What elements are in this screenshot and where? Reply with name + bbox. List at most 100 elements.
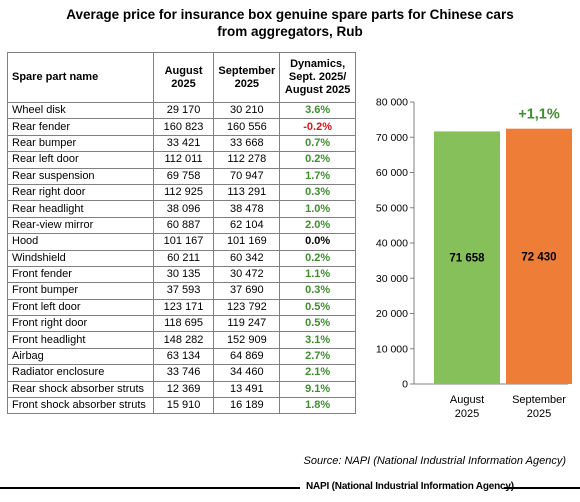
- row-part-name: Airbag: [7, 347, 154, 366]
- row-part-name: Rear left door: [7, 151, 154, 169]
- row-september-value: 33 668: [213, 134, 281, 153]
- row-dynamics-value: 1.8%: [279, 397, 356, 415]
- bar-august-2025: [434, 131, 500, 384]
- row-dynamics-value: 0.3%: [279, 183, 356, 202]
- row-part-name: Front headlight: [7, 331, 154, 349]
- row-part-name: Front shock absorber struts: [7, 397, 154, 415]
- table-row: Rear-view mirror 60 887 62 104 2.0%: [7, 216, 356, 235]
- header-dyn-line: Sept. 2025/: [288, 71, 347, 83]
- row-dynamics-value: 0.2%: [279, 151, 356, 169]
- row-part-name: Wheel disk: [7, 101, 154, 120]
- y-tick-label: 70 000: [376, 132, 408, 144]
- row-september-value: 70 947: [213, 167, 281, 185]
- header-dynamics: Dynamics, Sept. 2025/ August 2025: [279, 52, 356, 103]
- row-september-value: 30 472: [213, 265, 281, 284]
- row-part-name: Rear headlight: [7, 200, 154, 218]
- row-september-value: 34 460: [213, 364, 281, 382]
- row-august-value: 63 134: [152, 347, 215, 366]
- row-august-value: 60 211: [152, 249, 215, 267]
- row-august-value: 38 096: [152, 200, 215, 218]
- header-aug-line: 2025: [171, 77, 196, 90]
- source-note: Source: NAPI (National Industrial Inform…: [303, 455, 567, 467]
- row-part-name: Rear fender: [7, 118, 154, 136]
- row-september-value: 13 491: [213, 380, 281, 399]
- y-tick-label: 0: [402, 379, 408, 391]
- table-row: Rear fender 160 823 160 556 -0.2%: [7, 118, 356, 136]
- chart-title: Average price for insurance box genuine …: [0, 6, 580, 40]
- row-dynamics-value: 2.0%: [279, 216, 356, 235]
- header-sep-line: September: [218, 64, 276, 77]
- bar-value-label: 72 430: [521, 251, 556, 263]
- table-row: Rear shock absorber struts 12 369 13 491 9.…: [7, 380, 356, 399]
- y-tick-label: 40 000: [376, 238, 408, 250]
- row-dynamics-value: 0.5%: [279, 298, 356, 317]
- row-september-value: 60 342: [213, 249, 281, 267]
- row-part-name: Front left door: [7, 298, 154, 317]
- row-dynamics-value: 2.7%: [279, 347, 356, 366]
- row-dynamics-value: 2.1%: [279, 364, 356, 382]
- table-row: Front right door 118 695 119 247 0.5%: [7, 315, 356, 333]
- row-september-value: 152 909: [213, 331, 281, 349]
- row-august-value: 29 170: [152, 101, 215, 120]
- footer-divider-right: [504, 487, 580, 489]
- header-dyn-line: Dynamics,: [290, 58, 346, 70]
- y-tick-label: 30 000: [376, 273, 408, 285]
- header-september-2025: September 2025: [213, 52, 281, 103]
- bar-september-2025: [506, 128, 572, 384]
- row-august-value: 148 282: [152, 331, 215, 349]
- row-dynamics-value: 1.7%: [279, 167, 356, 185]
- row-september-value: 101 169: [213, 233, 281, 251]
- row-part-name: Radiator enclosure: [7, 364, 154, 382]
- row-august-value: 12 369: [152, 380, 215, 399]
- row-august-value: 33 746: [152, 364, 215, 382]
- row-part-name: Front bumper: [7, 282, 154, 300]
- x-category-label: 2025: [455, 408, 479, 420]
- row-part-name: Rear suspension: [7, 167, 154, 185]
- row-august-value: 30 135: [152, 265, 215, 284]
- header-spare-part-name: Spare part name: [7, 52, 154, 103]
- x-category-label: August: [450, 394, 484, 406]
- row-dynamics-value: 1.1%: [279, 265, 356, 284]
- row-september-value: 62 104: [213, 216, 281, 235]
- table-row: Wheel disk 29 170 30 210 3.6%: [7, 101, 356, 120]
- table-header-row: Spare part name August 2025 September 20…: [7, 52, 356, 103]
- row-dynamics-value: 1.0%: [279, 200, 356, 218]
- row-august-value: 37 593: [152, 282, 215, 300]
- average-price-bar-chart: 0 10 000 20 000 30 000 40 000 50 000 60 000 70 …: [376, 97, 572, 420]
- x-category-label: 2025: [527, 408, 551, 420]
- row-august-value: 15 910: [152, 397, 215, 415]
- table-row: Radiator enclosure 33 746 34 460 2.1%: [7, 364, 356, 382]
- row-dynamics-value: 0.3%: [279, 282, 356, 300]
- header-aug-line: August: [164, 64, 203, 77]
- footer-divider-left: [0, 487, 300, 489]
- row-september-value: 119 247: [213, 315, 281, 333]
- header-august-2025: August 2025: [152, 52, 215, 103]
- y-tick-label: 10 000: [376, 343, 408, 355]
- row-part-name: Front right door: [7, 315, 154, 333]
- row-august-value: 118 695: [152, 315, 215, 333]
- title-line-2: from aggregators, Rub: [217, 24, 363, 39]
- row-dynamics-value: 0.5%: [279, 315, 356, 333]
- row-part-name: Rear shock absorber struts: [7, 380, 154, 399]
- row-august-value: 112 925: [152, 183, 215, 202]
- table-row: Rear headlight 38 096 38 478 1.0%: [7, 200, 356, 218]
- table-row: Front shock absorber struts 15 910 16 189 1…: [7, 397, 356, 415]
- table-row: Front left door 123 171 123 792 0.5%: [7, 298, 356, 317]
- y-tick-label: 60 000: [376, 167, 408, 179]
- table-row: Rear left door 112 011 112 278 0.2%: [7, 151, 356, 169]
- row-september-value: 123 792: [213, 298, 281, 317]
- table-row: Hood 101 167 101 169 0.0%: [7, 233, 356, 251]
- x-category-label: September: [512, 394, 566, 406]
- spare-parts-table: Spare part name August 2025 September 20…: [7, 52, 356, 415]
- row-part-name: Rear-view mirror: [7, 216, 154, 235]
- title-line-1: Average price for insurance box genuine …: [66, 7, 514, 22]
- row-september-value: 30 210: [213, 101, 281, 120]
- row-august-value: 160 823: [152, 118, 215, 136]
- bar-value-label: 71 658: [449, 253, 485, 265]
- row-dynamics-value: 0.7%: [279, 134, 356, 153]
- table-row: Rear suspension 69 758 70 947 1.7%: [7, 167, 356, 185]
- table-row: Rear right door 112 925 113 291 0.3%: [7, 183, 356, 202]
- footer-agency-name: NAPI (National Industrial Information Ag…: [306, 481, 514, 492]
- row-dynamics-value: 0.0%: [279, 233, 356, 251]
- table-row: Front bumper 37 593 37 690 0.3%: [7, 282, 356, 300]
